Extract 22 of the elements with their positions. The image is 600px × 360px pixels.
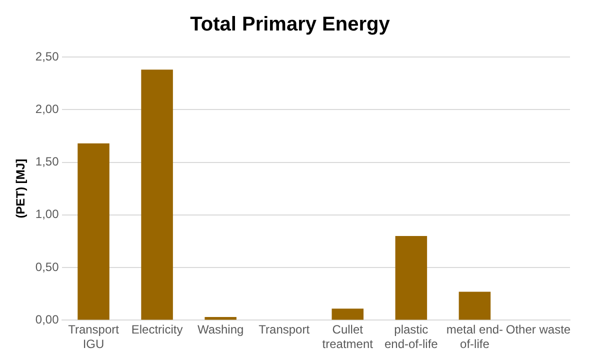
bar [395,236,428,320]
x-tick-label: metal end-of-life [446,322,504,352]
x-tick-label: Cullet treatment [322,322,374,352]
y-tick-label: 1,00 [35,207,60,222]
bar [332,308,364,320]
y-tick-label: 1,50 [35,154,60,169]
x-tick-label: Transport IGU [68,322,120,352]
bar [141,70,173,320]
y-tick-label: 0,00 [35,312,60,327]
x-tick-label: Electricity [131,322,183,337]
bar [204,317,236,320]
y-tick-label: 0,50 [35,260,60,274]
y-tick-label: 2,00 [35,102,60,116]
x-tick-label: plastic end-of-life [384,322,438,352]
x-tick-label: Other waste [506,322,571,337]
x-tick-label: Transport [258,322,310,337]
y-axis-title: (PET) [MJ] [14,158,28,218]
bar [458,292,491,320]
x-tick-label: Washing [197,322,244,337]
chart-title: Total Primary Energy [190,14,391,36]
bar [78,143,110,320]
y-tick-label: 2,50 [35,49,60,64]
